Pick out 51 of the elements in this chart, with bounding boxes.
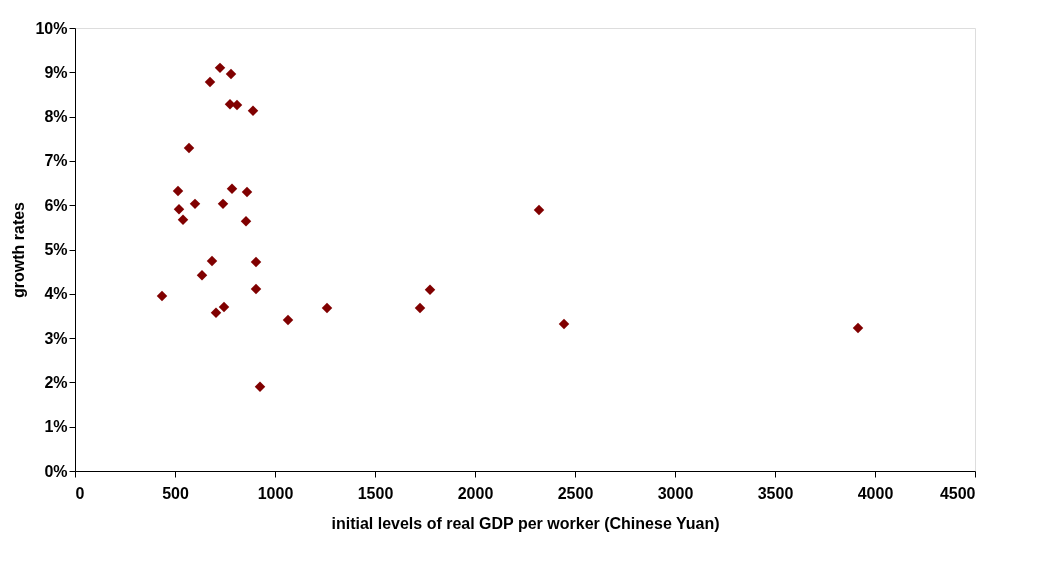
x-tick-label: 0 (75, 484, 85, 502)
point (250, 256, 262, 268)
point (226, 183, 238, 195)
y-tick-label: 5% (44, 241, 68, 258)
point (204, 76, 216, 88)
point (254, 381, 266, 393)
point (250, 283, 262, 295)
y-tick-label: 2% (44, 373, 68, 391)
point (282, 314, 294, 326)
point (173, 203, 185, 215)
y-tick-label: 9% (44, 63, 68, 81)
y-tick-label: 0% (44, 462, 68, 480)
point (196, 269, 208, 281)
point (206, 255, 218, 267)
point (240, 215, 252, 227)
point (214, 62, 226, 74)
point (172, 185, 184, 197)
point (183, 142, 195, 154)
x-tick-label: 500 (162, 484, 189, 502)
x-tick-label: 4000 (857, 484, 894, 502)
x-tick-label: 3000 (657, 484, 694, 502)
y-axis-title: growth rates (10, 201, 28, 299)
y-tick-label: 7% (44, 152, 68, 170)
point (156, 290, 168, 302)
y-tick-label: 8% (44, 108, 68, 126)
point (177, 214, 189, 226)
point (218, 301, 230, 313)
y-tick-label: 10% (35, 19, 68, 37)
point (217, 198, 229, 210)
point (225, 68, 237, 80)
y-tick-label: 3% (44, 329, 68, 347)
x-tick-label: 4500 (939, 484, 976, 502)
x-tick-label: 1500 (357, 484, 394, 502)
point (533, 204, 545, 216)
x-tick-label: 1000 (257, 484, 294, 502)
point (852, 322, 864, 334)
x-tick-label: 2000 (457, 484, 494, 502)
x-axis-title: initial levels of real GDP per worker (Chinese Yuan) (331, 514, 720, 532)
point (558, 318, 570, 330)
point (414, 302, 426, 314)
y-tick-label: 4% (44, 285, 68, 303)
x-tick-label: 2500 (557, 484, 594, 502)
x-tick-label: 3500 (757, 484, 794, 502)
point (241, 186, 253, 198)
point (247, 105, 259, 117)
y-tick-label: 1% (44, 418, 68, 436)
point (424, 284, 436, 296)
y-tick-label: 6% (44, 196, 68, 214)
point (321, 302, 333, 314)
point (189, 198, 201, 210)
point (210, 307, 222, 319)
